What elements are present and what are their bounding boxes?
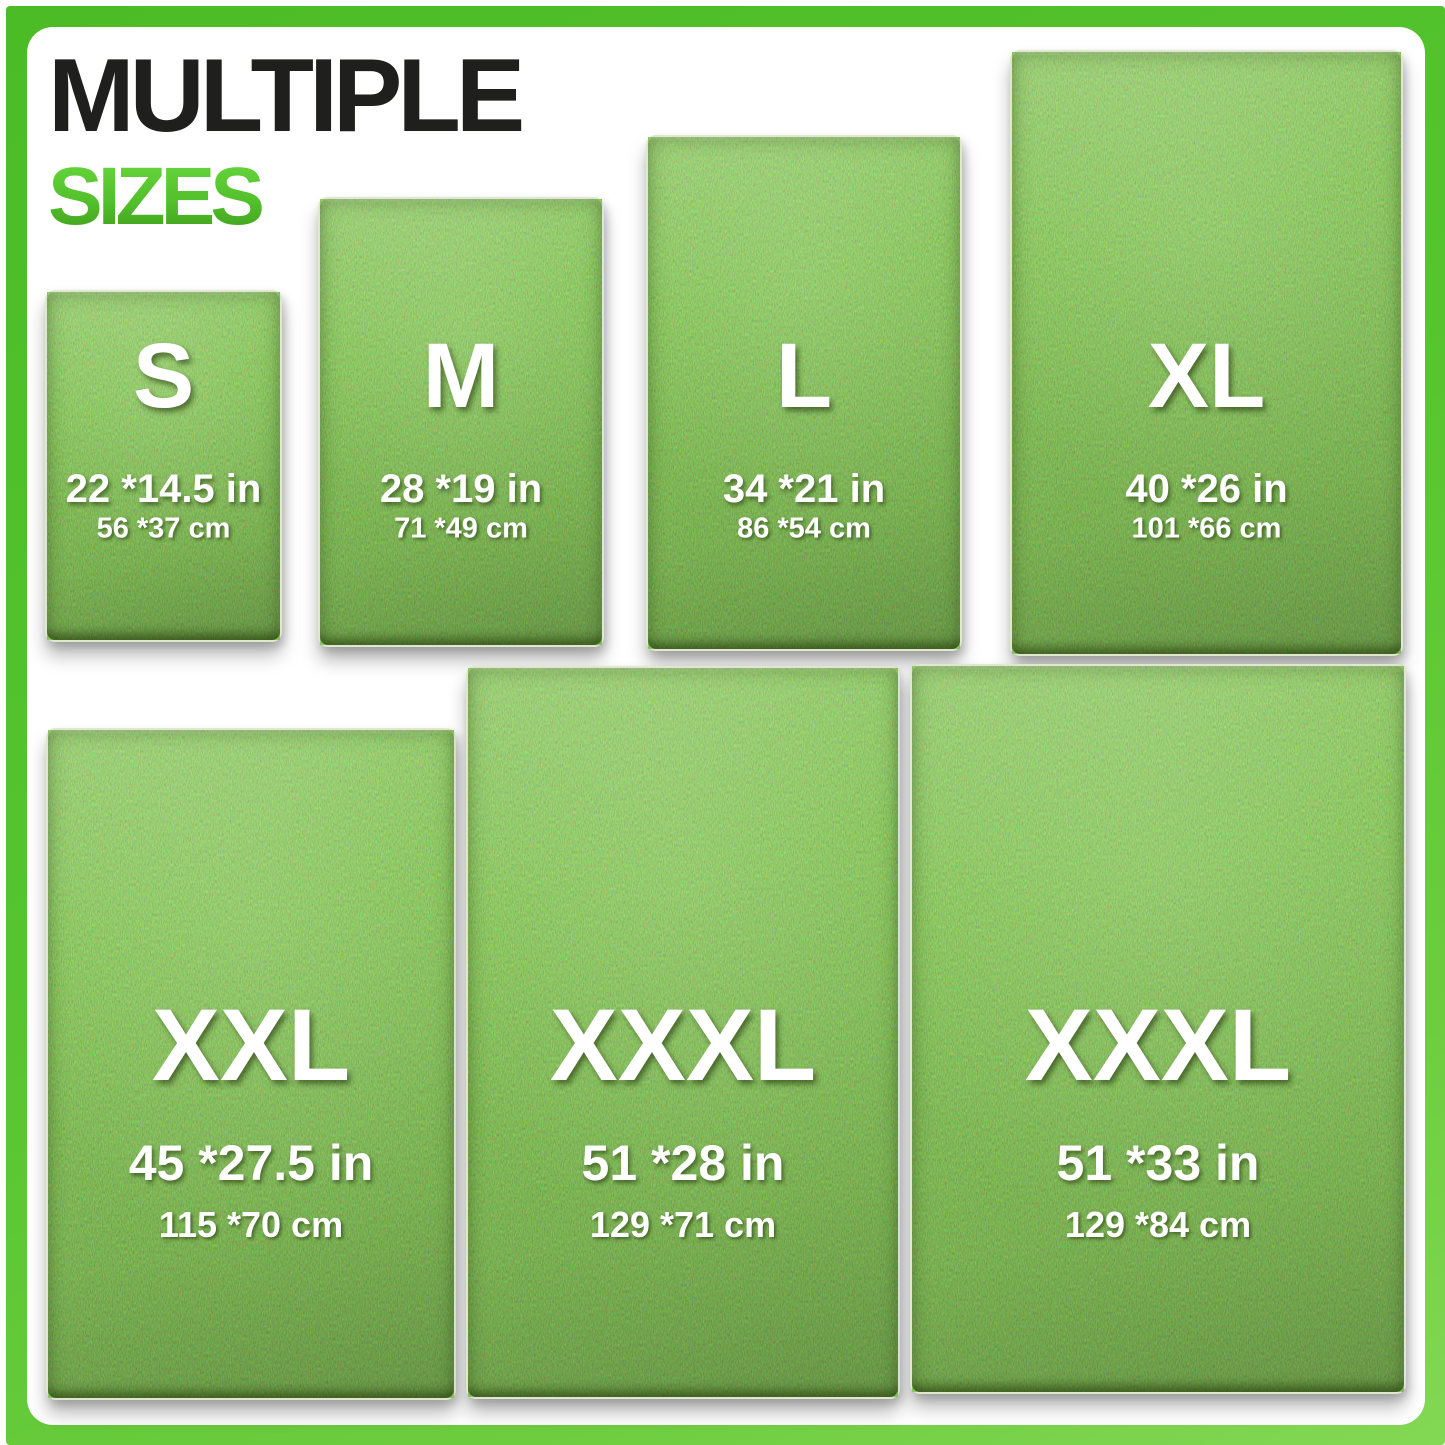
grass-shading <box>1012 52 1401 654</box>
grass-mat-xxl: XXL 45 *27.5 in 115 *70 cm <box>46 728 456 1400</box>
grass-mat-s: S 22 *14.5 in 56 *37 cm <box>45 290 282 642</box>
size-letter: M <box>422 325 500 427</box>
grass-shading <box>320 199 602 645</box>
grass-texture <box>47 292 280 640</box>
dimensions-cm: 115 *70 cm <box>158 1204 344 1245</box>
grass-shading <box>648 137 960 649</box>
dimensions-inches: 28 *19 in <box>379 467 543 511</box>
grass-texture <box>48 730 454 1398</box>
grass-shading <box>912 666 1404 1392</box>
grass-texture <box>912 666 1404 1392</box>
dimensions-inches: 51 *33 in <box>1056 1135 1260 1191</box>
dimensions-cm: 101 *66 cm <box>1131 512 1282 545</box>
dimensions-cm: 129 *71 cm <box>589 1204 777 1245</box>
grass-shading <box>468 668 898 1397</box>
dimensions-cm: 129 *84 cm <box>1064 1204 1252 1245</box>
dimensions-cm: 86 *54 cm <box>737 512 871 545</box>
size-letter: XXL <box>151 988 351 1102</box>
grass-mat-m: M 28 *19 in 71 *49 cm <box>318 197 604 647</box>
grass-texture <box>468 668 898 1397</box>
grass-mat-xxxl-2: XXXL 51 *33 in 129 *84 cm <box>910 664 1406 1394</box>
grass-mat-xl: XL 40 *26 in 101 *66 cm <box>1010 50 1403 656</box>
grass-texture <box>320 199 602 645</box>
grass-texture <box>1012 52 1401 654</box>
grass-mat-l: L 34 *21 in 86 *54 cm <box>646 135 962 651</box>
dimensions-cm: 56 *37 cm <box>96 512 231 545</box>
grass-shading <box>47 292 280 640</box>
dimensions-inches: 51 *28 in <box>581 1135 785 1191</box>
dimensions-inches: 34 *21 in <box>722 467 886 511</box>
dimensions-cm: 71 *49 cm <box>394 512 528 545</box>
dimensions-inches: 45 *27.5 in <box>128 1135 374 1191</box>
headline-sizes: SIZES <box>48 156 520 238</box>
dimensions-inches: 40 *26 in <box>1125 467 1288 511</box>
grass-mat-xxxl-1: XXXL 51 *28 in 129 *71 cm <box>466 666 900 1399</box>
size-letter: L <box>775 325 833 427</box>
headline: MULTIPLE SIZES <box>48 38 525 238</box>
size-letter: XL <box>1147 325 1266 427</box>
dimensions-inches: 22 *14.5 in <box>65 467 262 511</box>
size-letter: S <box>132 325 195 427</box>
grass-shading <box>48 730 454 1398</box>
size-letter: XXXL <box>549 988 817 1102</box>
size-letter: XXXL <box>1024 988 1292 1102</box>
headline-multiple: MULTIPLE <box>48 38 525 154</box>
grass-texture <box>648 137 960 649</box>
